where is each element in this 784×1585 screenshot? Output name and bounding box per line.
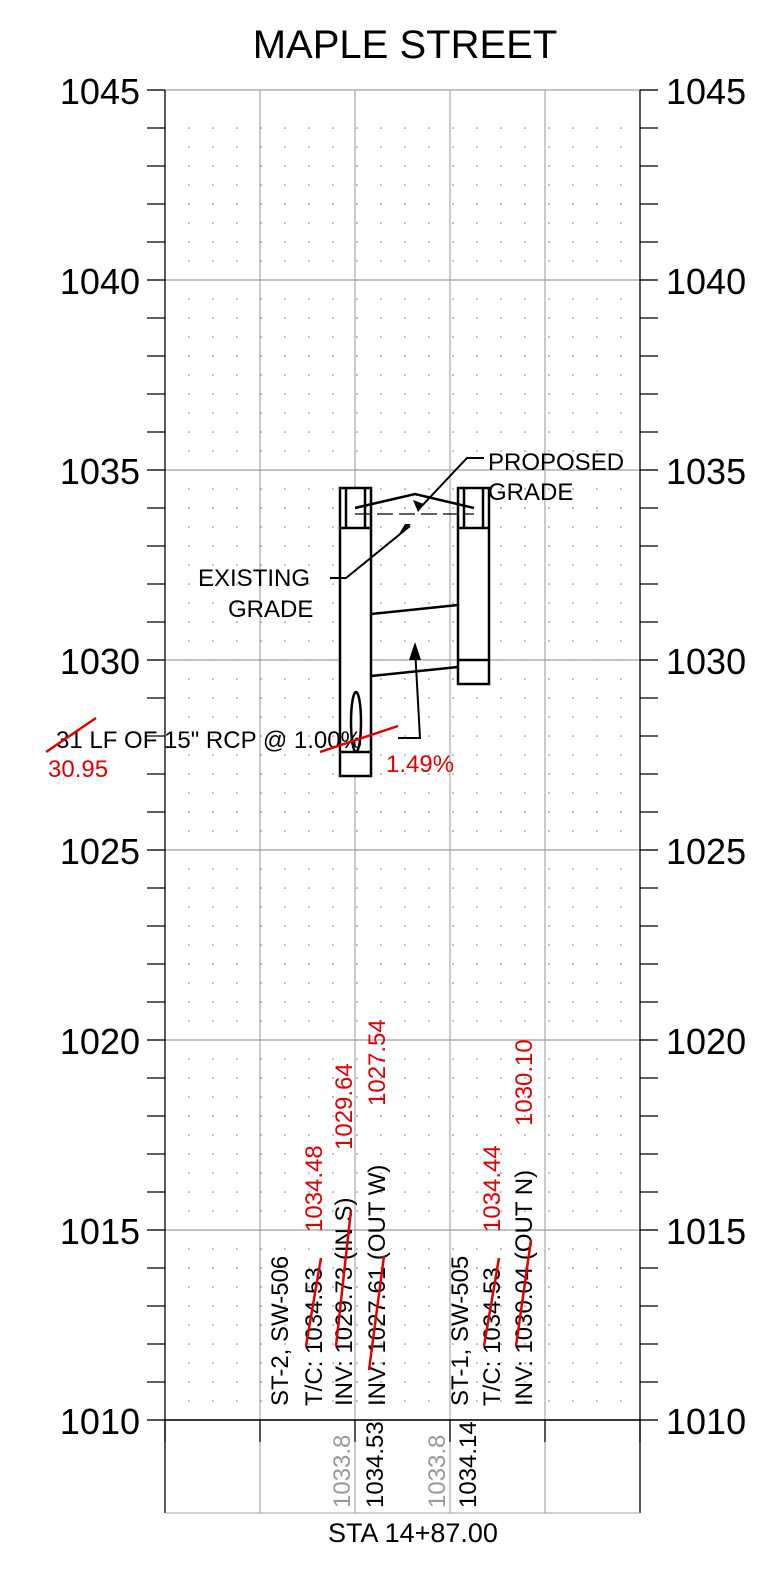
elev-label-left-1040: 1040 <box>60 261 140 302</box>
st2-annotations: ST-2, SW-506 T/C: 1034.53 INV: 1029.73 (… <box>267 1019 391 1406</box>
st1-top-of-casting: T/C: 1034.53 <box>479 1267 506 1406</box>
st2-tc-revised: 1034.48 <box>301 1145 328 1232</box>
st2-top-of-casting: T/C: 1034.53 <box>301 1267 328 1406</box>
st2-inv-in-revised: 1029.64 <box>331 1063 358 1150</box>
elev-label-right-1035: 1035 <box>666 451 746 492</box>
leader-arrowheads <box>399 500 424 660</box>
st2-name: ST-2, SW-506 <box>267 1256 294 1406</box>
proposed-grade-value-st1: 1034.14 <box>455 1421 482 1508</box>
pipe-15in-rcp <box>370 603 459 678</box>
structure-st1 <box>456 486 491 686</box>
st1-inv-out-revised: 1030.10 <box>511 1039 538 1126</box>
pipe-callout: 31 LF OF 15" RCP @ 1.00% <box>56 727 362 754</box>
proposed-grade-label-2: GRADE <box>488 479 573 506</box>
station-label: STA 14+87.00 <box>328 1518 498 1548</box>
revision-strikes <box>45 716 399 754</box>
elev-label-right-1020: 1020 <box>666 1021 746 1062</box>
proposed-grade-label: PROPOSED <box>488 449 624 476</box>
elevation-labels-right: 1045 1040 1035 1030 1025 1020 1015 1010 <box>666 71 746 1442</box>
existing-grade-value-st2: 1033.8 <box>329 1435 356 1508</box>
elev-label-left-1045: 1045 <box>60 71 140 112</box>
elev-label-right-1045: 1045 <box>666 71 746 112</box>
profile-grid <box>147 89 658 1514</box>
annotation-strikes <box>304 1209 533 1371</box>
st1-name: ST-1, SW-505 <box>447 1256 474 1406</box>
st1-annotations: ST-1, SW-505 T/C: 1034.53 INV: 1030.04 (… <box>447 1039 538 1406</box>
elev-label-right-1015: 1015 <box>666 1211 746 1252</box>
elev-label-left-1030: 1030 <box>60 641 140 682</box>
existing-grade-value-st1: 1033.8 <box>424 1435 451 1508</box>
st1-tc-revised: 1034.44 <box>479 1145 506 1232</box>
elev-label-left-1035: 1035 <box>60 451 140 492</box>
station-values: 1033.8 1034.53 1033.8 1034.14 <box>329 1421 482 1508</box>
elev-label-right-1040: 1040 <box>666 261 746 302</box>
sheet-title: MAPLE STREET <box>253 23 558 67</box>
elev-label-right-1010: 1010 <box>666 1401 746 1442</box>
existing-grade-label-2: GRADE <box>228 596 313 623</box>
elev-label-left-1020: 1020 <box>60 1021 140 1062</box>
elev-label-left-1015: 1015 <box>60 1211 140 1252</box>
structure-st2 <box>338 486 373 778</box>
proposed-grade <box>354 492 475 510</box>
st2-invert-in: INV: 1029.73 (IN S) <box>331 1197 358 1406</box>
pipe-length-revised: 30.95 <box>48 756 108 783</box>
proposed-grade-value-st2: 1034.53 <box>362 1421 389 1508</box>
st2-inv-out-revised: 1027.54 <box>364 1019 391 1106</box>
leader-lines <box>330 457 484 739</box>
pipe-slope-revised: 1.49% <box>386 751 454 778</box>
elev-label-left-1010: 1010 <box>60 1401 140 1442</box>
existing-grade-label: EXISTING <box>198 565 310 592</box>
elev-label-right-1030: 1030 <box>666 641 746 682</box>
elevation-labels-left: 1045 1040 1035 1030 1025 1020 1015 1010 <box>60 71 140 1442</box>
elev-label-left-1025: 1025 <box>60 831 140 872</box>
elev-label-right-1025: 1025 <box>666 831 746 872</box>
